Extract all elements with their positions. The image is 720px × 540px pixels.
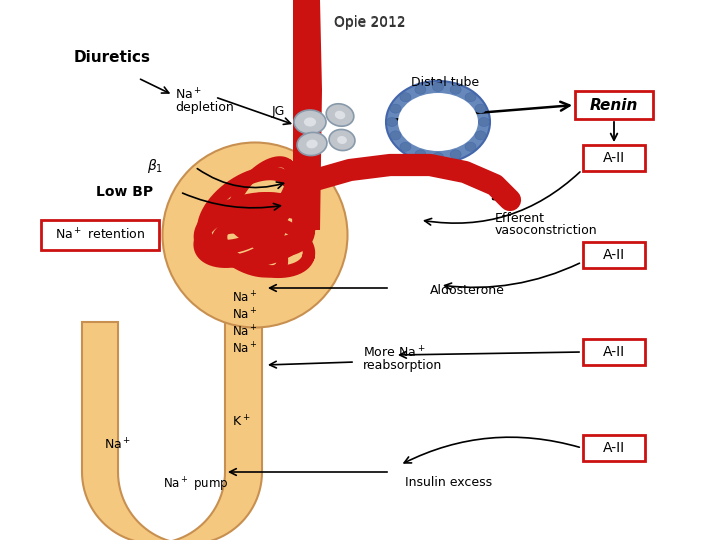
Ellipse shape xyxy=(400,142,411,151)
Text: More Na$^+$: More Na$^+$ xyxy=(363,346,426,361)
Text: Na$^+$: Na$^+$ xyxy=(232,307,258,322)
Text: Opie 2012: Opie 2012 xyxy=(334,15,406,29)
Ellipse shape xyxy=(415,85,426,94)
Text: Na$^+$: Na$^+$ xyxy=(232,291,258,306)
Ellipse shape xyxy=(390,104,401,113)
Ellipse shape xyxy=(475,131,486,140)
Text: K$^+$: K$^+$ xyxy=(232,414,251,430)
Ellipse shape xyxy=(433,152,444,161)
Ellipse shape xyxy=(329,130,355,151)
Ellipse shape xyxy=(163,143,348,327)
Ellipse shape xyxy=(465,93,476,102)
Ellipse shape xyxy=(294,110,326,134)
Text: Na$^+$: Na$^+$ xyxy=(104,437,132,453)
Ellipse shape xyxy=(390,131,401,140)
Ellipse shape xyxy=(326,104,354,126)
Text: Efferent: Efferent xyxy=(495,212,545,225)
Text: Na$^+$ retention: Na$^+$ retention xyxy=(55,227,145,242)
Ellipse shape xyxy=(386,81,490,163)
Polygon shape xyxy=(82,322,262,540)
Ellipse shape xyxy=(479,118,490,126)
Ellipse shape xyxy=(450,150,461,159)
Text: A-II: A-II xyxy=(603,345,625,359)
Text: Na$^+$ pump: Na$^+$ pump xyxy=(163,476,229,494)
Ellipse shape xyxy=(387,118,397,126)
Text: Low BP: Low BP xyxy=(96,185,153,199)
FancyBboxPatch shape xyxy=(41,220,159,250)
Ellipse shape xyxy=(304,117,316,126)
Text: Insulin excess: Insulin excess xyxy=(405,476,492,489)
FancyBboxPatch shape xyxy=(583,339,645,365)
Text: depletion: depletion xyxy=(175,100,234,113)
Ellipse shape xyxy=(306,140,318,149)
FancyBboxPatch shape xyxy=(583,145,645,171)
FancyBboxPatch shape xyxy=(583,242,645,268)
Text: A-II: A-II xyxy=(603,441,625,455)
Text: Aldosterone: Aldosterone xyxy=(430,284,505,296)
Text: Na$^+$: Na$^+$ xyxy=(232,341,258,356)
Text: Renin: Renin xyxy=(590,98,638,112)
Ellipse shape xyxy=(433,83,444,91)
Ellipse shape xyxy=(450,85,461,94)
Text: Diuretics: Diuretics xyxy=(73,50,150,65)
Text: vasoconstriction: vasoconstriction xyxy=(495,224,598,237)
Text: $\beta_1$: $\beta_1$ xyxy=(147,157,163,175)
Polygon shape xyxy=(292,0,322,230)
FancyBboxPatch shape xyxy=(583,435,645,461)
Text: Na$^+$: Na$^+$ xyxy=(232,325,258,340)
Text: reabsorption: reabsorption xyxy=(363,360,442,373)
Ellipse shape xyxy=(415,150,426,159)
Ellipse shape xyxy=(400,93,411,102)
Text: Na$^+$: Na$^+$ xyxy=(175,87,202,103)
Text: A-II: A-II xyxy=(603,151,625,165)
Ellipse shape xyxy=(337,136,347,144)
Ellipse shape xyxy=(465,142,476,151)
Text: A-II: A-II xyxy=(603,248,625,262)
Ellipse shape xyxy=(297,132,327,156)
Ellipse shape xyxy=(475,104,486,113)
Ellipse shape xyxy=(335,111,346,119)
Text: Opie 2012: Opie 2012 xyxy=(334,16,406,30)
Ellipse shape xyxy=(398,93,478,151)
FancyBboxPatch shape xyxy=(575,91,653,119)
Text: JG: JG xyxy=(272,105,285,118)
Text: Distal tube: Distal tube xyxy=(411,76,479,89)
